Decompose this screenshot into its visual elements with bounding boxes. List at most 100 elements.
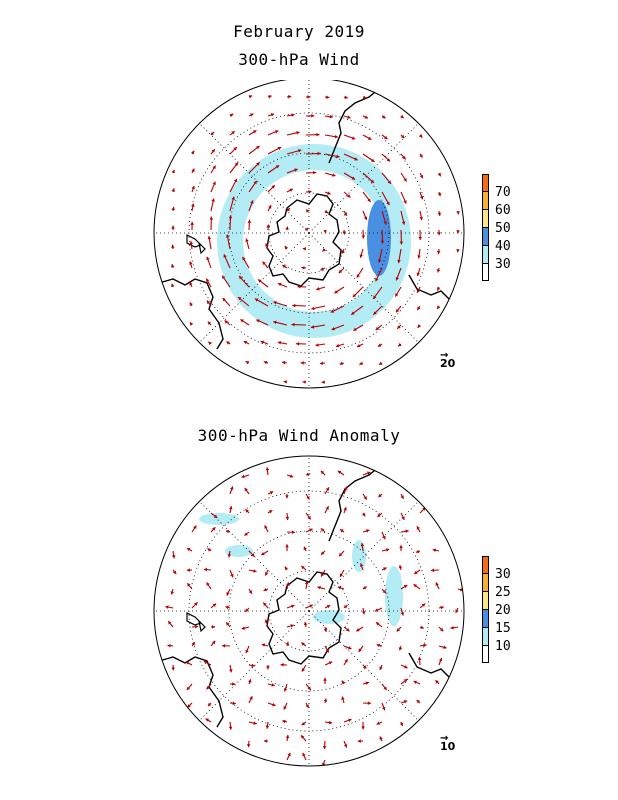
wind-vector-head (185, 661, 190, 665)
wind-vector-head (337, 470, 342, 474)
wind-vector-head (263, 587, 268, 592)
wind-vector-head (263, 602, 267, 606)
wind-vector-head (379, 736, 383, 740)
wind-vector-head (187, 704, 191, 708)
wind-vector-head (455, 609, 459, 613)
wind-vector-head (207, 548, 211, 552)
wind-vector-head (398, 647, 403, 651)
wind-vector-head (320, 528, 325, 532)
wind-vector-head (370, 179, 375, 183)
wind-vector-head (352, 293, 357, 298)
wind-vector-head (375, 326, 380, 331)
wind-vector-head (383, 221, 387, 225)
antarctica-coastline (266, 193, 342, 287)
wind-vector-head (301, 735, 305, 739)
wind-vector-head (270, 113, 275, 117)
wind-vector-head (417, 657, 422, 661)
wind-vector-head (326, 605, 331, 609)
wind-vector-head (415, 549, 420, 554)
wind-vector-head (436, 269, 441, 273)
map-boundary-circle (153, 455, 465, 767)
wind-vector-head (241, 626, 245, 630)
wind-vector-head (296, 342, 300, 346)
wind-vector-head (437, 192, 442, 197)
colorbar-tick: 15 (495, 621, 511, 636)
wind-vector-head (317, 151, 321, 156)
wind-vector-head (418, 236, 422, 240)
wind-vector-head (206, 300, 211, 304)
wind-vector-head (354, 157, 358, 161)
wind-vector-head (283, 380, 287, 384)
wind-vector-head (297, 149, 302, 153)
wind-vector-head (301, 266, 305, 270)
wind-vector-head (302, 752, 306, 757)
wind-vector-head (340, 529, 344, 533)
wind-vector-head (416, 526, 420, 530)
wind-vector-head (287, 752, 291, 757)
wind-vector-head (400, 495, 404, 499)
wind-vector-head (229, 506, 233, 510)
wind-vector-head (362, 512, 366, 517)
colorbar-swatch (482, 573, 489, 592)
wind-vector-head (419, 216, 423, 221)
wind-vector-head (245, 509, 249, 513)
wind-vector-head (211, 149, 215, 153)
wind-vector-head (245, 649, 249, 654)
wind-vector-head (283, 688, 288, 692)
wind-vector-head (326, 95, 330, 99)
wind-vector-head (265, 725, 270, 729)
wind-vector-head (361, 726, 365, 730)
wind-vector-head (171, 244, 175, 248)
wind-vector-head (371, 158, 375, 162)
wind-vector-head (456, 249, 460, 253)
wind-vector-head (309, 528, 313, 532)
wind-vector-head (341, 680, 345, 685)
wind-vector-head (211, 625, 216, 629)
wind-vector-head (301, 642, 305, 646)
wind-vector-head (358, 648, 362, 652)
wind-vector-head (186, 686, 191, 691)
wind-vector-head (320, 470, 325, 475)
wind-vector-head (377, 343, 382, 347)
map-boundary-circle (153, 80, 465, 389)
wind-vector-head (171, 206, 175, 211)
reference-vector-label: 10 (440, 740, 456, 753)
wind-vector-head (379, 361, 383, 365)
anomaly-shading (313, 610, 345, 624)
wind-vector-head (238, 297, 242, 301)
wind-vector-head (241, 474, 245, 479)
wind-vector-head (250, 113, 254, 117)
wind-vector-head (346, 628, 350, 632)
wind-vector-head (171, 188, 175, 192)
reference-vector-top: → 20 (440, 350, 455, 370)
wind-vector-head (285, 495, 289, 499)
wind-vector-head (419, 195, 424, 200)
wind-vector-head (341, 250, 345, 254)
wind-vector-head (342, 231, 346, 235)
jet-core-shading (367, 200, 391, 276)
wind-vector-head (397, 325, 401, 329)
wind-vector-head (400, 114, 404, 119)
wind-vector-head (361, 611, 366, 615)
wind-vector-head (301, 721, 306, 726)
wind-vector-head (336, 154, 340, 159)
wind-vector-head (431, 568, 435, 573)
wind-vector-head (418, 134, 423, 138)
wind-vector-head (210, 132, 214, 136)
wind-vector-head (206, 582, 210, 586)
wind-vector-head (251, 553, 255, 557)
wind-vector-head (254, 298, 259, 302)
wind-vector-head (256, 146, 260, 150)
wind-vector-head (386, 158, 391, 162)
wind-vector-head (262, 261, 266, 266)
wind-vector-head (343, 212, 347, 216)
wind-vector-head (416, 272, 421, 276)
wind-vector-head (413, 680, 417, 685)
wind-vector-head (397, 259, 401, 264)
wind-vector-head (265, 572, 269, 576)
wind-vector-head (291, 604, 295, 608)
wind-vector-head (302, 247, 307, 251)
wind-vector-head (403, 200, 407, 204)
wind-vector-head (226, 592, 230, 596)
wind-vector-head (306, 472, 311, 477)
